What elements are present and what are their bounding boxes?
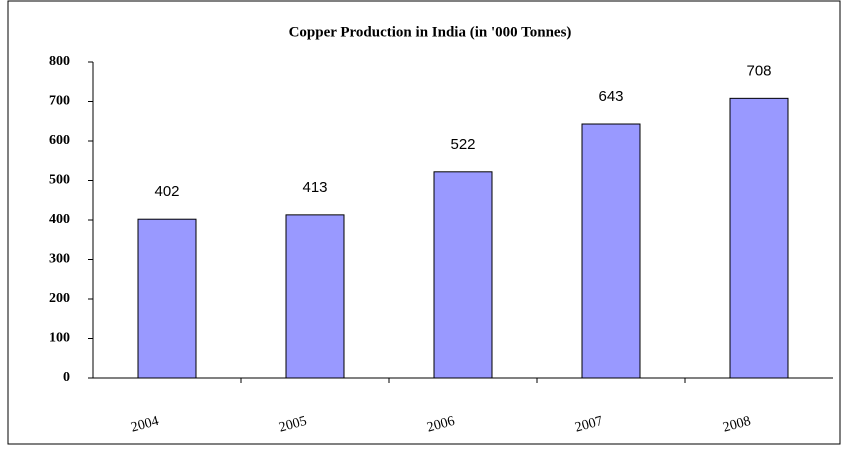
bar	[729, 97, 789, 379]
data-label: 708	[746, 62, 771, 79]
bar	[581, 123, 641, 379]
data-label: 643	[598, 88, 623, 105]
x-tick-label: 2005	[277, 414, 308, 436]
y-tick-label: 0	[63, 370, 70, 385]
x-tick-label: 2006	[425, 414, 456, 436]
y-tick-label: 300	[49, 252, 70, 267]
y-tick-label: 800	[49, 54, 70, 69]
bar	[285, 214, 345, 379]
chart-title: Copper Production in India (in '000 Tonn…	[289, 24, 572, 40]
y-tick-label: 100	[49, 331, 70, 346]
data-label: 413	[302, 179, 327, 196]
bar	[433, 171, 493, 379]
data-label: 522	[450, 136, 475, 153]
bar	[137, 218, 197, 379]
y-tick-label: 700	[49, 94, 70, 109]
x-tick-label: 2004	[129, 414, 160, 436]
y-tick-label: 200	[49, 291, 70, 306]
y-tick-label: 600	[49, 133, 70, 148]
y-tick-label: 400	[49, 212, 70, 227]
x-tick-label: 2007	[573, 414, 604, 436]
x-tick-label: 2008	[721, 414, 752, 436]
data-label: 402	[154, 183, 179, 200]
y-tick-label: 500	[49, 173, 70, 188]
